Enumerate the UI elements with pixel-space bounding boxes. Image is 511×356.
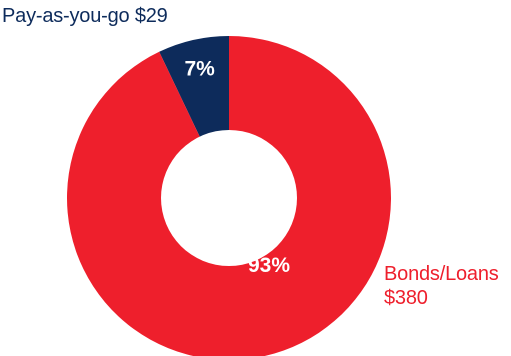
label-bonds-loans: Bonds/Loans $380 (384, 262, 499, 310)
donut-hole (161, 130, 297, 266)
label-pay-as-you-go: Pay-as-you-go $29 (2, 4, 168, 28)
slice-percent-bonds-loans: 93% (248, 254, 290, 277)
label-pay-as-you-go-value: $29 (134, 5, 168, 27)
slice-percent-pay-as-you-go: 7% (184, 57, 215, 80)
label-pay-as-you-go-name: Pay-as-you-go (2, 5, 130, 27)
label-bonds-loans-value: $380 (384, 287, 428, 309)
label-bonds-loans-name: Bonds/Loans (384, 263, 499, 285)
